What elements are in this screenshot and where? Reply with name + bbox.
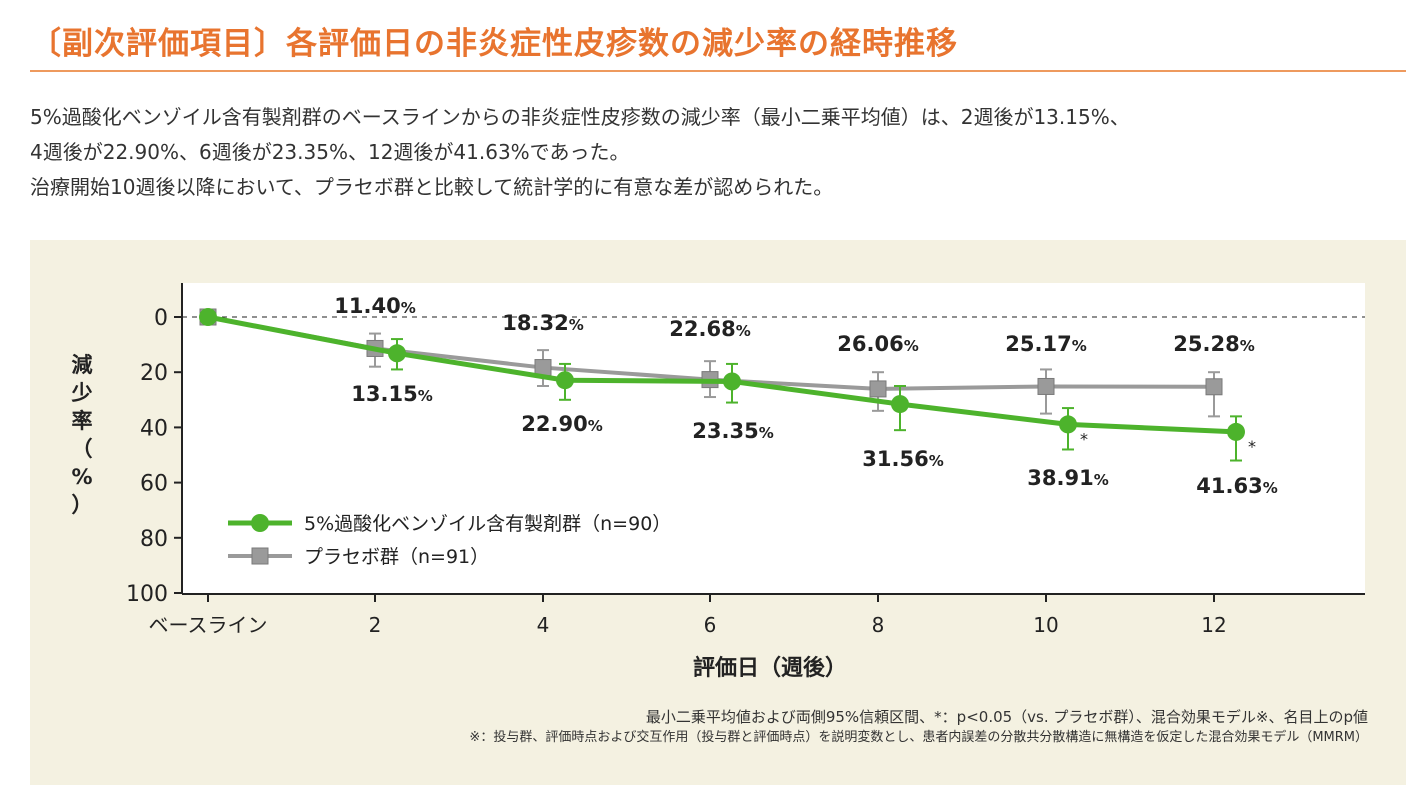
y-tick-label: 0 [154,306,168,331]
y-axis-title: 減少率（%） [71,353,93,517]
x-tick-label: 8 [872,613,885,637]
data-point [388,344,406,363]
x-tick-label: 12 [1201,613,1226,637]
plot-area [182,283,1365,594]
description: 5%過酸化ベンゾイル含有製剤群のベースラインからの非炎症性皮疹数の減少率（最小二… [30,100,1130,205]
description-line-1: 5%過酸化ベンゾイル含有製剤群のベースラインからの非炎症性皮疹数の減少率（最小二… [30,105,1130,129]
title-divider [30,70,1406,72]
x-tick-label: 10 [1033,613,1058,637]
x-tick-label: 6 [704,613,717,637]
significance-mark: * [1248,437,1256,456]
footnotes: 最小二乗平均値および両側95%信頼区間、*：p<0.05（vs. プラセボ群）、… [469,707,1368,747]
legend-label: プラセボ群（n=91） [304,546,489,568]
y-tick-label: 40 [140,416,168,441]
data-point [723,372,741,391]
data-point [1205,378,1223,396]
data-point [199,308,217,326]
page-title: 〔副次評価項目〕各評価日の非炎症性皮疹数の減少率の経時推移 [30,26,958,62]
x-tick-label: 2 [369,613,382,637]
footnote-1: 最小二乗平均値および両側95%信頼区間、*：p<0.05（vs. プラセボ群）、… [645,708,1368,726]
legend-marker [251,514,269,532]
legend-marker [251,547,269,565]
data-point [1227,422,1245,441]
significance-mark: * [1080,429,1088,448]
x-axis-title: 評価日（週後） [693,655,847,681]
footnote-2: ※：投与群、評価時点および交互作用（投与群と評価時点）を説明変数とし、患者内誤差… [469,730,1368,745]
legend-label: 5%過酸化ベンゾイル含有製剤群（n=90） [304,513,671,535]
x-tick-label: 4 [537,613,550,637]
data-label: 22.90% [521,412,602,436]
description-line-2: 4週後が22.90%、6週後が23.35%、12週後が41.63%であった。 [30,140,630,164]
description-line-3: 治療開始10週後以降において、プラセボ群と比較して統計学的に有意な差が認められた… [30,175,834,199]
y-tick-label: 20 [140,361,168,386]
data-point [891,395,909,414]
data-point [869,380,887,398]
y-tick-label: 60 [140,472,168,497]
data-point [556,371,574,390]
data-point [1059,415,1077,434]
data-point [1037,377,1055,395]
y-tick-label: 100 [126,582,168,607]
y-tick-label: 80 [140,527,168,552]
data-point [534,359,552,377]
x-tick-label: ベースライン [149,613,268,637]
